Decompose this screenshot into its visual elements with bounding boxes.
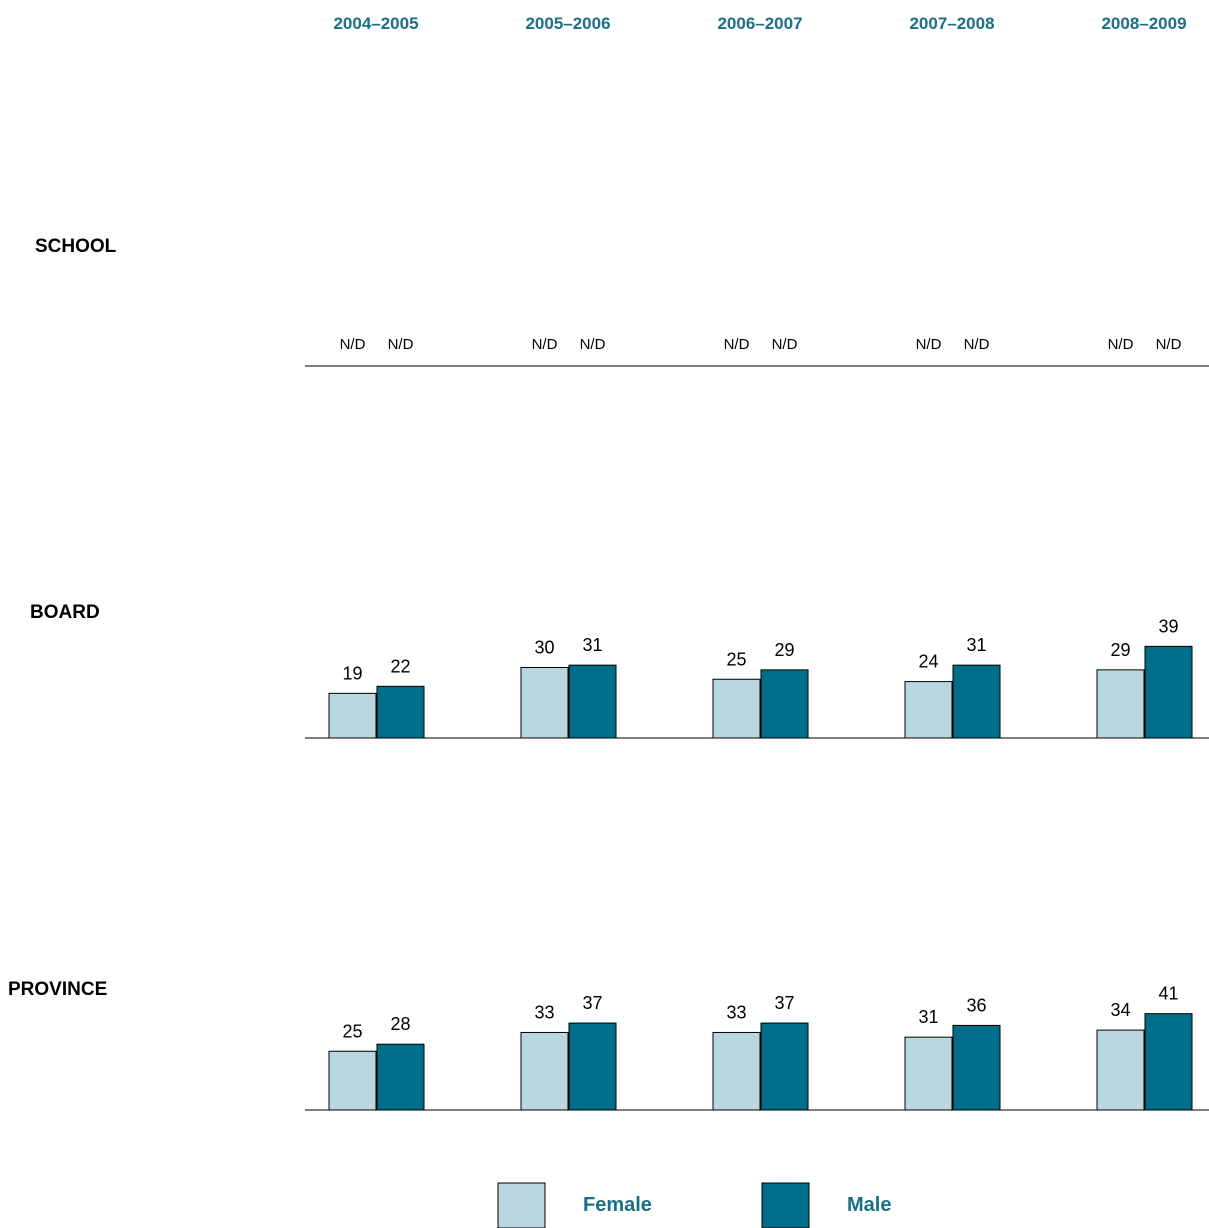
year-header: 2004–2005 bbox=[333, 14, 418, 33]
bar-female bbox=[520, 1031, 569, 1111]
bar-male bbox=[568, 1022, 617, 1111]
bar-value-label: 25 bbox=[342, 1021, 362, 1041]
bar-female bbox=[712, 678, 761, 739]
bar-value-label: 34 bbox=[1110, 1000, 1130, 1020]
bar-female bbox=[328, 1050, 377, 1111]
legend-swatch-male bbox=[761, 1182, 810, 1228]
bar-male bbox=[952, 1024, 1001, 1111]
bar-value-label: 31 bbox=[582, 635, 602, 655]
bar-female bbox=[904, 681, 953, 739]
no-data-label: N/D bbox=[340, 336, 366, 353]
bar-female bbox=[904, 1036, 953, 1111]
no-data-label: N/D bbox=[580, 336, 606, 353]
bar-value-label: 19 bbox=[342, 663, 362, 683]
bar-male bbox=[376, 685, 425, 739]
legend-label-female: Female bbox=[583, 1194, 652, 1216]
bar-value-label: 29 bbox=[1110, 640, 1130, 660]
bar-male bbox=[1144, 645, 1193, 739]
bar-value-label: 31 bbox=[966, 635, 986, 655]
bar-value-label: 31 bbox=[918, 1007, 938, 1027]
year-header: 2005–2006 bbox=[525, 14, 610, 33]
year-header: 2007–2008 bbox=[909, 14, 994, 33]
bar-value-label: 22 bbox=[390, 656, 410, 676]
bar-female bbox=[1096, 1029, 1145, 1111]
bar-value-label: 37 bbox=[582, 993, 602, 1013]
legend-swatch-female bbox=[497, 1182, 546, 1228]
bar-female bbox=[1096, 669, 1145, 739]
no-data-label: N/D bbox=[1108, 336, 1134, 353]
bar-male bbox=[568, 664, 617, 739]
bar-male bbox=[952, 664, 1001, 739]
bar-female bbox=[712, 1031, 761, 1111]
bar-value-label: 28 bbox=[390, 1014, 410, 1034]
no-data-label: N/D bbox=[724, 336, 750, 353]
bar-value-label: 30 bbox=[534, 638, 554, 658]
bar-male bbox=[376, 1043, 425, 1111]
bar-value-label: 33 bbox=[726, 1002, 746, 1022]
bar-male bbox=[760, 669, 809, 739]
no-data-label: N/D bbox=[388, 336, 414, 353]
no-data-label: N/D bbox=[772, 336, 798, 353]
bar-male bbox=[1144, 1013, 1193, 1111]
no-data-label: N/D bbox=[916, 336, 942, 353]
year-header: 2008–2009 bbox=[1101, 14, 1186, 33]
bar-value-label: 33 bbox=[534, 1002, 554, 1022]
bar-value-label: 36 bbox=[966, 995, 986, 1015]
bar-male bbox=[760, 1022, 809, 1111]
row-label-board: BOARD bbox=[30, 602, 100, 623]
bar-value-label: 29 bbox=[774, 640, 794, 660]
no-data-label: N/D bbox=[532, 336, 558, 353]
bar-value-label: 37 bbox=[774, 993, 794, 1013]
row-label-school: SCHOOL bbox=[35, 236, 117, 257]
bar-value-label: 24 bbox=[918, 652, 938, 672]
bar-value-label: 25 bbox=[726, 649, 746, 669]
no-data-label: N/D bbox=[1156, 336, 1182, 353]
no-data-label: N/D bbox=[964, 336, 990, 353]
bar-value-label: 41 bbox=[1158, 984, 1178, 1004]
legend-label-male: Male bbox=[847, 1194, 891, 1216]
bar-value-label: 39 bbox=[1158, 616, 1178, 636]
row-label-province: PROVINCE bbox=[8, 979, 107, 1000]
bar-female bbox=[520, 667, 569, 739]
bar-female bbox=[328, 692, 377, 739]
year-header: 2006–2007 bbox=[717, 14, 802, 33]
